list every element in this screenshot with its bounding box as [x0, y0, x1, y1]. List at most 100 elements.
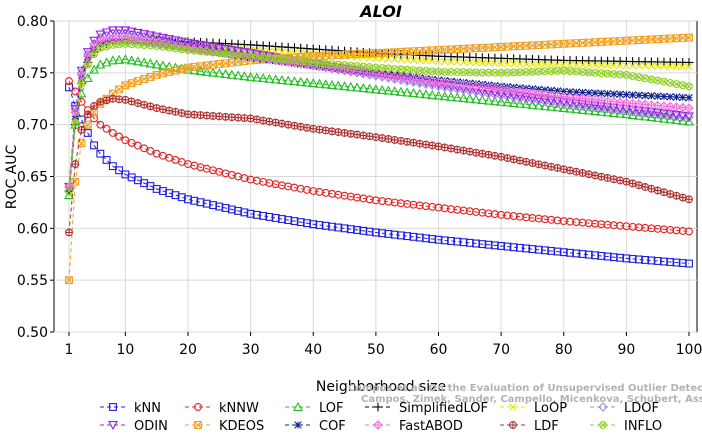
data-point [603, 174, 612, 182]
data-point [352, 82, 363, 92]
data-point [685, 227, 693, 236]
data-point [378, 134, 387, 142]
data-point [484, 150, 493, 159]
data-point [464, 93, 475, 103]
data-point [295, 76, 306, 86]
data-point [439, 91, 450, 101]
data-point [477, 94, 488, 104]
data-point [527, 99, 538, 109]
data-point [65, 276, 73, 285]
data-point [534, 60, 543, 68]
legend-label: FastABOD [399, 419, 463, 434]
data-point [234, 51, 243, 59]
data-point [528, 159, 537, 167]
data-point [303, 123, 311, 132]
legend-label: COF [319, 419, 346, 434]
data-point [126, 27, 137, 37]
data-point [633, 110, 644, 120]
legend-item: FastABOD [365, 419, 463, 434]
x-axis-ticks: 1 10 20 30 40 50 60 70 80 90 100 [65, 332, 702, 358]
legend-label: LDOF [624, 401, 659, 416]
data-point [466, 58, 474, 67]
data-point [314, 78, 325, 88]
data-point [509, 59, 518, 68]
data-point [559, 60, 568, 69]
data-point [403, 137, 412, 146]
data-point [547, 162, 556, 171]
data-point [289, 76, 300, 86]
data-point [622, 90, 631, 99]
data-point [496, 96, 507, 106]
data-point [484, 59, 493, 67]
data-point [465, 86, 475, 96]
data-point [327, 79, 337, 90]
data-point [608, 107, 619, 118]
data-point [634, 107, 644, 118]
data-point [428, 141, 437, 150]
data-point [201, 41, 212, 52]
data-point [233, 70, 244, 80]
data-point [447, 58, 455, 66]
data-point [377, 84, 388, 94]
data-point [591, 61, 599, 69]
data-point [251, 72, 262, 82]
data-point [90, 50, 99, 59]
data-point [685, 62, 693, 71]
legend-marker [294, 421, 302, 429]
data-point [572, 167, 581, 176]
data-point [226, 46, 237, 56]
data-point [489, 96, 500, 106]
x-axis-label: Neighborhood size [316, 379, 446, 395]
data-point [115, 85, 124, 94]
data-point [309, 124, 318, 133]
data-point [483, 95, 494, 105]
data-point [70, 105, 81, 115]
data-point [270, 53, 281, 63]
data-point [139, 57, 150, 67]
data-point [270, 74, 281, 84]
series-INFLO [65, 39, 693, 195]
data-point [516, 60, 524, 68]
data-point [497, 59, 505, 68]
data-point [89, 64, 99, 74]
data-point [83, 110, 92, 119]
data-point [371, 49, 380, 58]
data-point [328, 127, 336, 136]
data-point [95, 59, 106, 69]
data-point [339, 81, 350, 91]
data-point [396, 136, 405, 145]
legend-label: LOF [319, 401, 344, 416]
series-line [68, 98, 690, 233]
data-point [101, 28, 112, 38]
data-point [65, 77, 73, 86]
data-point [684, 116, 694, 126]
series-line [68, 80, 690, 232]
data-point [76, 66, 87, 76]
data-point [459, 68, 468, 77]
data-point [283, 75, 294, 85]
data-point [152, 104, 161, 113]
data-point [145, 58, 156, 68]
series-LDF [65, 94, 693, 237]
data-point [685, 195, 693, 204]
data-point [422, 57, 430, 65]
y-tick-label: 0.70 [17, 118, 48, 134]
data-point [158, 60, 168, 70]
data-point [628, 36, 637, 45]
data-point [151, 32, 162, 42]
data-point [176, 37, 187, 47]
data-point [641, 62, 649, 70]
legend-item: kNN [100, 401, 161, 416]
data-point [427, 89, 438, 99]
data-point [472, 148, 481, 157]
data-point [559, 165, 568, 174]
data-point [71, 118, 80, 127]
data-point [383, 85, 394, 95]
data-point [490, 151, 499, 160]
legend-marker [194, 403, 202, 411]
data-point [452, 84, 463, 94]
y-axis-ticks: 0.50 0.55 0.60 0.65 0.70 0.75 0.80 [17, 14, 54, 341]
data-point [660, 62, 668, 70]
data-point [96, 149, 105, 158]
